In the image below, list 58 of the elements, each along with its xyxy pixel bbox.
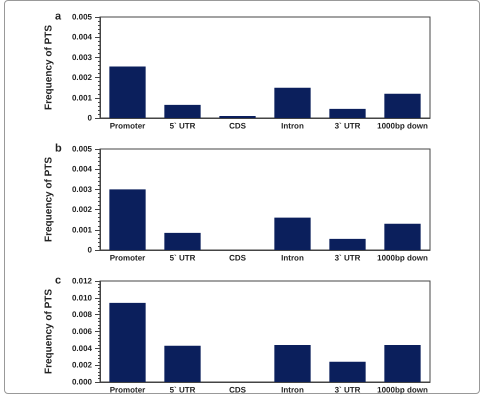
bar (274, 88, 311, 118)
y-tick-label: 0.002 (72, 73, 93, 82)
y-tick-label: 0.000 (72, 378, 93, 386)
x-tick-label: 3` UTR (334, 254, 361, 262)
x-tick-label: Intron (281, 254, 304, 262)
y-tick-label: 0.010 (72, 293, 93, 302)
y-tick-label: 0.005 (72, 144, 93, 154)
y-axis-title: Frequency of PTS (44, 156, 54, 242)
y-tick-label: 0.002 (72, 360, 93, 370)
bar (329, 108, 366, 118)
x-tick-label: Promoter (110, 254, 146, 262)
y-tick-label: 0.004 (72, 164, 93, 174)
y-tick-label: 0.012 (72, 276, 93, 286)
x-tick-label: 3` UTR (334, 386, 361, 394)
bar (329, 362, 366, 382)
x-tick-label: CDS (229, 254, 247, 262)
bar (109, 66, 146, 118)
x-tick-label: 5` UTR (170, 122, 196, 130)
bar (384, 94, 421, 118)
y-tick-label: 0 (88, 114, 93, 122)
y-tick-label: 0.008 (72, 310, 93, 320)
y-tick-label: 0 (88, 246, 93, 254)
bar (384, 224, 421, 250)
bar (329, 238, 366, 250)
y-tick-label: 0.006 (72, 327, 93, 336)
bar (164, 232, 201, 250)
x-tick-label: 5` UTR (170, 386, 196, 394)
x-tick-label: 3` UTR (334, 122, 361, 130)
x-tick-label: 1000bp down (377, 122, 428, 130)
bar (164, 346, 201, 382)
y-axis-title: Frequency of PTS (44, 288, 54, 374)
chart-title: a (55, 10, 62, 22)
bar (164, 104, 201, 118)
bar (109, 302, 146, 382)
x-tick-label: 1000bp down (377, 254, 428, 262)
y-tick-label: 0.004 (72, 344, 93, 353)
bar (274, 218, 311, 250)
x-tick-label: CDS (229, 122, 247, 130)
y-tick-label: 0.004 (72, 32, 93, 42)
x-tick-label: 5` UTR (170, 254, 196, 262)
bar (109, 189, 146, 250)
x-tick-label: Intron (281, 386, 304, 394)
x-tick-label: CDS (229, 386, 247, 394)
y-tick-label: 0.003 (72, 184, 93, 194)
bar (384, 344, 421, 382)
bar (274, 344, 311, 382)
y-tick-label: 0.002 (72, 205, 93, 214)
chart-title: c (55, 274, 62, 286)
y-tick-label: 0.003 (72, 52, 93, 62)
y-tick-label: 0.001 (72, 93, 93, 102)
x-tick-label: Promoter (110, 122, 146, 130)
x-tick-label: Promoter (110, 386, 146, 394)
y-tick-label: 0.001 (72, 225, 93, 234)
chart-title: b (55, 142, 62, 154)
y-tick-label: 0.005 (72, 12, 93, 22)
x-tick-label: 1000bp down (377, 386, 428, 394)
y-axis-title: Frequency of PTS (44, 24, 54, 110)
x-tick-label: Intron (281, 122, 304, 130)
